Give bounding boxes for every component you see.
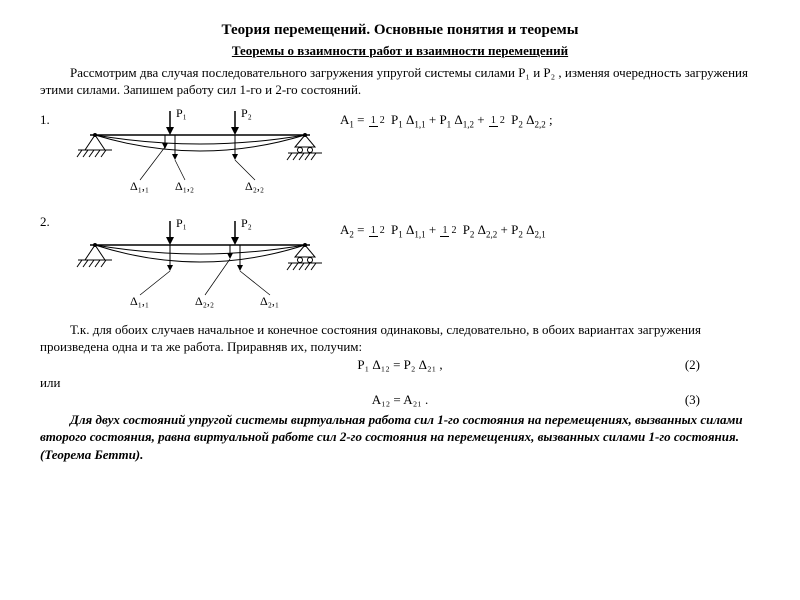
equation-2: A2 = 12 P1 Δ1,1 + 12 P2 Δ2,2 + P2 Δ2,1 [340,207,760,241]
svg-text:P₂: P₂ [241,106,252,120]
case-1-num: 1. [40,105,60,129]
svg-text:Δ₁,₁: Δ₁,₁ [130,294,149,308]
theorem-text: Для двух состояний упругой системы вирту… [40,411,760,464]
case-2-row: 2. P₁ P₂ [40,207,760,317]
ili-text: или [40,374,760,392]
svg-text:P₂: P₂ [241,216,252,230]
case-1-row: 1. P₁ P₂ [40,105,760,205]
diagram-1: P₁ P₂ Δ₁,₁ Δ₁,₂ Δ₂,₂ [60,105,340,205]
svg-text:Δ₁,₁: Δ₁,₁ [130,179,149,193]
equation-1: A1 = 12 P1 Δ1,1 + P1 Δ1,2 + 12 P2 Δ2,2 ; [340,105,760,131]
conclusion-text: Т.к. для обоих случаев начальное и конеч… [40,321,760,356]
svg-text:Δ₂,₂: Δ₂,₂ [195,294,214,308]
svg-text:Δ₂,₁: Δ₂,₁ [260,294,279,308]
svg-text:Δ₂,₂: Δ₂,₂ [245,179,264,193]
svg-text:P₁: P₁ [176,106,187,120]
case-2-num: 2. [40,207,60,231]
page-title: Теория перемещений. Основные понятия и т… [40,20,760,40]
center-eq-2: A₁₂ = A₂₁ .(3) [40,391,760,409]
diagram-2: P₁ P₂ Δ₁,₁ Δ₂,₂ Δ₂,₁ [60,207,340,317]
svg-text:Δ₁,₂: Δ₁,₂ [175,179,194,193]
intro-text: Рассмотрим два случая последовательного … [40,64,760,99]
center-eq-1: P₁ Δ₁₂ = P₂ Δ₂₁ ,(2) [40,356,760,374]
svg-text:P₁: P₁ [176,216,187,230]
page-subtitle: Теоремы о взаимности работ и взаимности … [40,42,760,60]
